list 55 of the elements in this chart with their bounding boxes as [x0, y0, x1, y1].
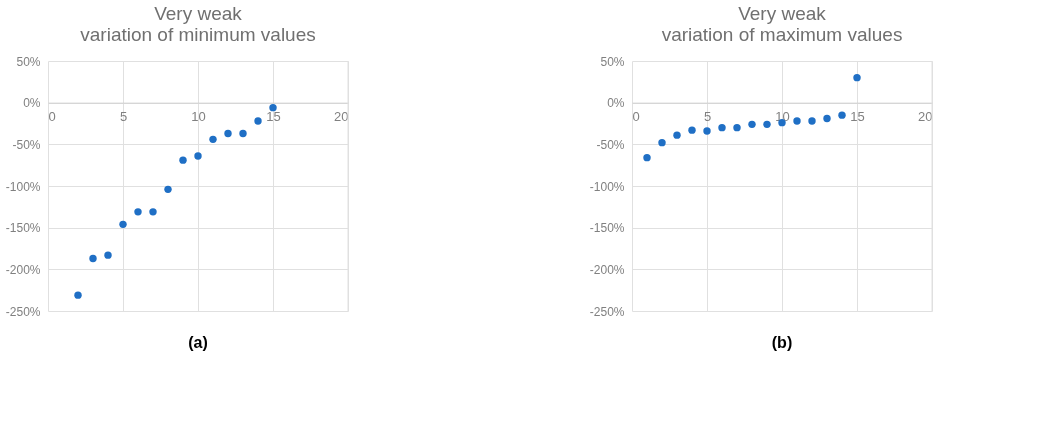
x-tick-label: 5: [119, 109, 128, 125]
point: [733, 123, 741, 132]
point: [164, 185, 172, 194]
point: [179, 156, 187, 164]
chart-title: Very weak variation of maximum values: [661, 3, 903, 45]
y-tick-label: -150%: [5, 221, 41, 236]
x-tick-label: 0: [48, 109, 56, 125]
point: [643, 153, 651, 162]
point: [134, 208, 142, 216]
y-tick-label: 50%: [16, 54, 41, 69]
x-tick-label: 15: [266, 109, 281, 125]
point: [688, 126, 696, 134]
point: [89, 254, 97, 263]
point: [793, 117, 801, 125]
point: [808, 117, 816, 125]
point: [763, 120, 771, 129]
point: [838, 111, 846, 119]
x-tick-label: 10: [191, 109, 206, 125]
y-tick-label: 0%: [23, 96, 41, 111]
y-tick-label: -200%: [589, 262, 625, 277]
y-tick-label: -200%: [5, 262, 41, 277]
y-tick-label: -100%: [5, 179, 41, 194]
y-tick-label: 50%: [600, 54, 625, 69]
point: [703, 127, 711, 135]
point: [673, 131, 681, 139]
y-tick-label: 0%: [607, 96, 625, 111]
x-tick-label: 20: [334, 109, 349, 125]
point: [254, 117, 262, 125]
text: (b): [771, 334, 793, 351]
chart-title: Very weak variation of minimum values: [80, 3, 316, 45]
point: [239, 129, 247, 138]
y-tick-label: -50%: [596, 137, 625, 152]
x-tick-label: 15: [850, 109, 865, 125]
point: [269, 103, 277, 112]
point: [823, 114, 831, 123]
point: [119, 220, 127, 229]
point: [74, 291, 82, 299]
x-tick-label: 5: [703, 109, 712, 125]
point: [718, 123, 726, 132]
y-tick-label: -50%: [12, 137, 41, 152]
x-tick-label: 0: [632, 109, 640, 125]
point: [658, 138, 666, 147]
y-tick-label: -150%: [589, 221, 625, 236]
y-tick-label: -250%: [5, 304, 41, 319]
point: [853, 73, 861, 82]
point: [748, 120, 756, 129]
y-tick-label: -250%: [589, 304, 625, 319]
point: [194, 152, 202, 160]
x-tick-label: 20: [918, 109, 933, 125]
point: [149, 208, 157, 216]
text: (a): [188, 334, 208, 351]
point: [209, 135, 217, 144]
point: [224, 129, 232, 138]
y-tick-label: -100%: [589, 179, 625, 194]
point: [104, 251, 112, 259]
